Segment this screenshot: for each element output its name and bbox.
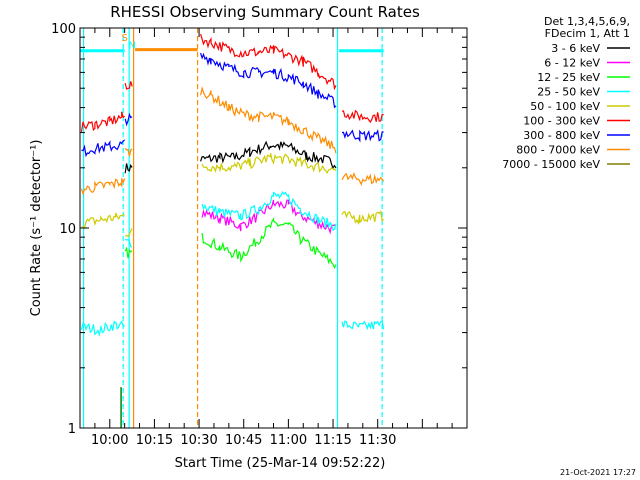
series-line-4-1: [124, 228, 133, 238]
legend-entry-label: 300 - 800 keV: [523, 129, 600, 142]
x-tick-label: 10:15: [136, 433, 173, 448]
series-line-6-1: [124, 112, 133, 127]
series-line-0-1: [124, 163, 133, 174]
series-line-3-0: [80, 320, 125, 337]
x-tick-label: 11:30: [359, 433, 396, 448]
series-line-3-2: [201, 190, 337, 232]
x-tick-label: 10:00: [91, 433, 128, 448]
plot-area: SN: [80, 28, 384, 428]
series-line-5-1: [124, 81, 133, 90]
series-line-5-0: [80, 111, 126, 132]
series-line-5-2: [200, 33, 337, 91]
plot-frame: [79, 27, 468, 429]
series-line-7-2: [200, 86, 337, 154]
series-line-4-3: [341, 210, 385, 225]
series-line-6-0: [81, 139, 126, 158]
series-line-7-3: [341, 172, 385, 187]
series-line-5-3: [341, 109, 384, 124]
legend-entry-label: 50 - 100 keV: [530, 100, 600, 113]
legend-title-line-1: Det 1,3,4,5,6,9,: [544, 15, 630, 28]
series-layer: [80, 33, 385, 428]
chart-title: RHESSI Observing Summary Count Rates: [110, 3, 420, 21]
legend: Det 1,3,4,5,6,9,FDecim 1, Att 1 3 - 6 keV…: [502, 15, 630, 171]
legend-title-line-2: FDecim 1, Att 1: [545, 27, 630, 40]
series-line-0-2: [200, 140, 337, 170]
series-line-2-1: [201, 217, 337, 270]
y-axis-label: Count Rate (s⁻¹ detector⁻¹): [29, 140, 44, 317]
footer-date: 21-Oct-2021 17:27: [560, 468, 636, 477]
series-line-3-1: [124, 238, 133, 248]
series-line-7-0: [80, 178, 126, 196]
legend-entry-label: 100 - 300 keV: [523, 115, 600, 128]
series-line-7-1: [124, 147, 133, 157]
y-tick-label: 1: [68, 422, 76, 437]
legend-entry-label: 6 - 12 keV: [544, 57, 600, 70]
series-line-3-3: [341, 320, 385, 331]
flag-label-night: N: [128, 40, 135, 51]
legend-entry-label: 12 - 25 keV: [537, 71, 600, 84]
x-axis-label: Start Time (25-Mar-14 09:52:22): [175, 456, 386, 471]
series-line-6-3: [341, 128, 384, 143]
y-tick-label: 10: [59, 222, 76, 237]
legend-entry-label: 25 - 50 keV: [537, 86, 600, 99]
x-tick-label: 10:30: [180, 433, 217, 448]
series-line-2-0: [124, 246, 133, 259]
series-line-4-2: [201, 152, 337, 175]
series-line-4-0: [81, 212, 125, 230]
x-tick-label: 11:00: [270, 433, 307, 448]
axes-layer: 1 10 100 10:00 10:15 10:30 10:45 11:00 11:15 11:3…: [51, 22, 468, 448]
legend-entry-label: 800 - 7000 keV: [516, 144, 600, 157]
x-tick-label: 11:15: [314, 433, 351, 448]
series-line-6-2: [200, 52, 337, 109]
flag-label-saa: S: [121, 33, 127, 44]
y-tick-label: 100: [51, 22, 76, 37]
legend-entry-label: 3 - 6 keV: [551, 42, 600, 55]
x-tick-label: 10:45: [225, 433, 262, 448]
legend-entry-label: 7000 - 15000 keV: [502, 158, 600, 171]
